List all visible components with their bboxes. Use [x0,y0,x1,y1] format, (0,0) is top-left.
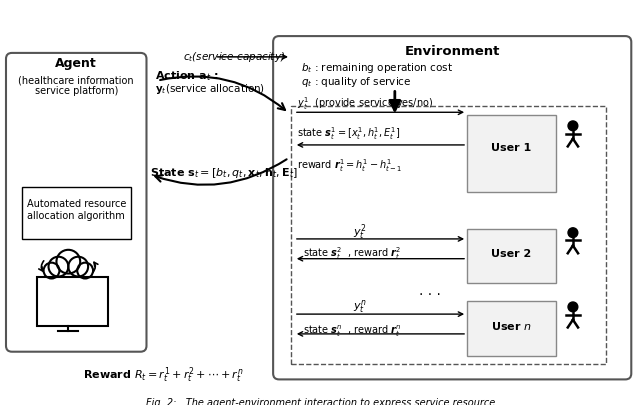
Text: $c_t$(service capacity): $c_t$(service capacity) [184,50,285,64]
Text: state $\boldsymbol{s}_t^2$  , reward $\boldsymbol{r}_t^2$: state $\boldsymbol{s}_t^2$ , reward $\bo… [303,245,401,262]
FancyBboxPatch shape [273,36,631,379]
Circle shape [568,302,578,312]
Text: $\mathbf{y}_t$(service allocation): $\mathbf{y}_t$(service allocation) [156,81,266,96]
Text: $y_t^n$: $y_t^n$ [353,298,367,315]
Text: Action $\mathbf{a}_t$ :: Action $\mathbf{a}_t$ : [156,69,220,83]
FancyBboxPatch shape [22,188,131,239]
Circle shape [568,121,578,131]
Text: (healthcare information: (healthcare information [19,76,134,85]
Text: User 1: User 1 [492,143,532,153]
Text: Agent: Agent [56,57,97,70]
Text: allocation algorithm: allocation algorithm [28,211,125,221]
FancyBboxPatch shape [467,115,556,192]
Text: . . .: . . . [419,284,440,298]
Text: service platform): service platform) [35,87,118,96]
Text: User $n$: User $n$ [491,320,532,332]
FancyBboxPatch shape [291,107,605,364]
Text: $y_t^1$  (provide service yes/no): $y_t^1$ (provide service yes/no) [297,95,433,112]
Text: Automated resource: Automated resource [26,199,126,209]
Text: Environment: Environment [404,45,500,58]
Text: $b_t$ : remaining operation cost: $b_t$ : remaining operation cost [301,61,453,75]
Text: State $\mathbf{s}_t = [b_t, q_t, \mathbf{x}_t, \mathbf{h}_t, \mathbf{E}_t]$: State $\mathbf{s}_t = [b_t, q_t, \mathbf… [150,166,298,180]
FancyBboxPatch shape [467,229,556,284]
Text: User 2: User 2 [492,249,532,259]
Text: Reward $R_t = r_t^1 + r_t^2 + \cdots + r_t^n$: Reward $R_t = r_t^1 + r_t^2 + \cdots + r… [83,366,244,385]
Text: Fig. 2:   The agent-environment interaction to express service resource: Fig. 2: The agent-environment interactio… [146,398,495,405]
Text: state $\boldsymbol{s}_t^1 = [x_t^1, h_t^1, E_t^1]$: state $\boldsymbol{s}_t^1 = [x_t^1, h_t^… [297,126,400,143]
Circle shape [49,258,67,275]
Circle shape [78,264,92,277]
FancyBboxPatch shape [467,301,556,356]
Text: $y_t^2$: $y_t^2$ [353,222,367,242]
Text: $q_t$ : quality of service: $q_t$ : quality of service [301,75,412,89]
FancyBboxPatch shape [6,53,147,352]
Circle shape [69,258,87,275]
Circle shape [58,251,79,273]
Text: state $\boldsymbol{s}_t^n$  , reward $\boldsymbol{r}_t^n$: state $\boldsymbol{s}_t^n$ , reward $\bo… [303,323,401,339]
Circle shape [568,228,578,238]
Text: reward $\boldsymbol{r}_t^1 = h_t^1 - h_{t-1}^1$: reward $\boldsymbol{r}_t^1 = h_t^1 - h_{… [297,157,402,174]
Circle shape [45,264,58,277]
FancyBboxPatch shape [36,277,108,326]
